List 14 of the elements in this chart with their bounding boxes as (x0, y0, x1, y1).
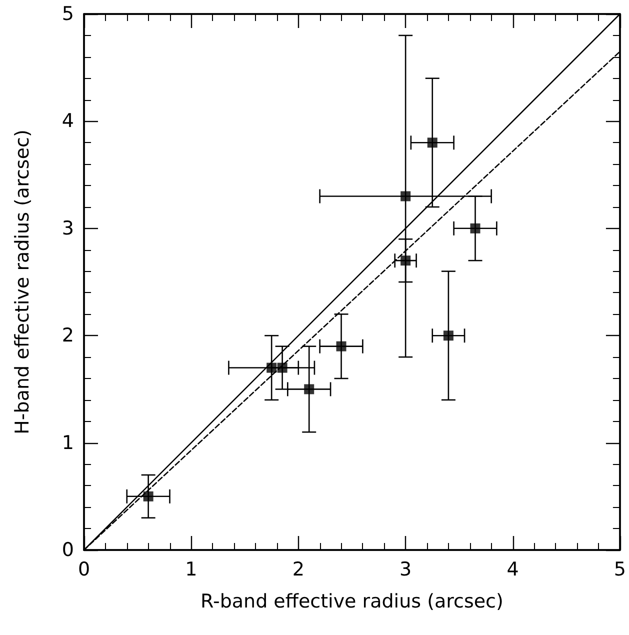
x-tick-label: 2 (292, 558, 304, 580)
y-tick-label: 0 (62, 539, 74, 561)
x-tick-label: 4 (506, 558, 519, 580)
x-tick-label: 1 (185, 558, 198, 580)
y-tick-label: 3 (62, 217, 74, 240)
x-tick-label: 5 (614, 558, 626, 580)
y-tick-label: 2 (62, 324, 74, 347)
x-axis-title: R-band effective radius (arcsec) (200, 590, 504, 612)
y-axis-title: H-band effective radius (arcsec) (12, 130, 34, 434)
y-tick-label: 5 (62, 3, 74, 25)
y-tick-label: 4 (62, 110, 74, 132)
y-tick-label: 1 (62, 432, 74, 454)
x-tick-label: 3 (400, 558, 412, 580)
x-tick-label: 0 (78, 558, 90, 580)
